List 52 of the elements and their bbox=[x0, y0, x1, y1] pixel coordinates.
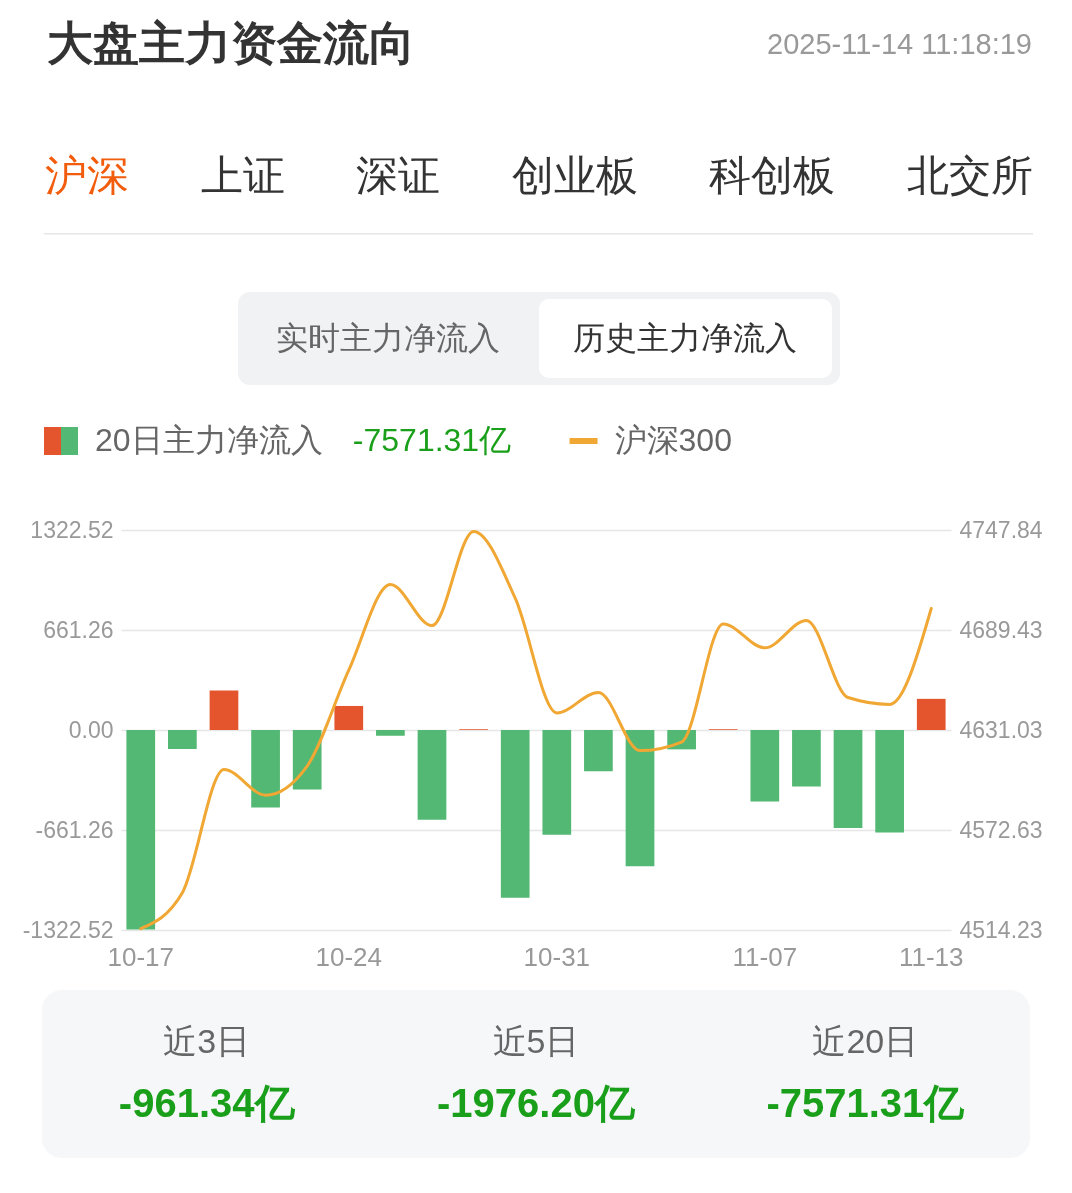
bar bbox=[292, 730, 322, 790]
y2-tick-label: 4572.63 bbox=[959, 816, 1043, 843]
bar bbox=[209, 690, 239, 730]
chart-subtitle: 2025-11-14 11:18:19 bbox=[767, 28, 1032, 60]
bar bbox=[750, 730, 780, 802]
text: 历史主力净流入 bbox=[573, 320, 797, 356]
y-tick-label: -1322.52 bbox=[22, 916, 114, 943]
legend-label: 20日主力净流入 bbox=[95, 422, 323, 458]
text: -7571.31亿 bbox=[766, 1081, 966, 1125]
text: 创业板 bbox=[511, 152, 638, 199]
bar bbox=[251, 730, 280, 808]
bar bbox=[376, 730, 405, 736]
y-tick-label: 661.26 bbox=[43, 616, 114, 643]
text: 沪深 bbox=[45, 152, 129, 199]
text: 近20日 bbox=[812, 1022, 919, 1060]
bar bbox=[875, 730, 904, 833]
legend-label: 沪深300 bbox=[614, 422, 732, 458]
bar bbox=[168, 730, 197, 749]
x-tick-label: 10-17 bbox=[107, 941, 175, 972]
bar bbox=[126, 730, 156, 930]
x-tick-label: 10-24 bbox=[315, 941, 383, 972]
y2-tick-label: 4747.84 bbox=[959, 516, 1043, 543]
text: 上证 bbox=[200, 152, 285, 199]
bar bbox=[916, 698, 946, 730]
text: 近5日 bbox=[492, 1022, 580, 1060]
text: 深证 bbox=[356, 152, 441, 199]
y2-tick-label: 4514.23 bbox=[959, 916, 1043, 943]
bar bbox=[792, 730, 821, 787]
x-tick-label: 11-07 bbox=[732, 941, 798, 972]
bar bbox=[584, 730, 613, 772]
chart-title: 大盘主力资金流向 bbox=[47, 17, 415, 69]
text: -1976.20亿 bbox=[437, 1081, 636, 1125]
bar bbox=[542, 730, 572, 835]
text: 科创板 bbox=[709, 152, 836, 199]
text: -7571.31亿 bbox=[352, 422, 512, 458]
text: 北交所 bbox=[907, 152, 1033, 199]
text: 实时主力净流入 bbox=[276, 320, 500, 356]
y2-tick-label: 4689.43 bbox=[959, 616, 1043, 643]
y-tick-label: 1322.52 bbox=[30, 516, 114, 543]
bar bbox=[833, 730, 863, 828]
bar bbox=[500, 730, 530, 898]
x-tick-label: 11-13 bbox=[898, 941, 964, 972]
line-series bbox=[139, 529, 933, 931]
bar bbox=[334, 705, 364, 730]
y-tick-label: -661.26 bbox=[35, 816, 114, 843]
y-tick-label: 0.00 bbox=[68, 716, 114, 743]
text: -961.34亿 bbox=[118, 1081, 296, 1125]
bar bbox=[417, 730, 447, 820]
y2-tick-label: 4631.03 bbox=[959, 716, 1043, 743]
x-tick-label: 10-31 bbox=[523, 941, 591, 972]
text: 近3日 bbox=[163, 1022, 251, 1060]
bar bbox=[625, 730, 655, 867]
